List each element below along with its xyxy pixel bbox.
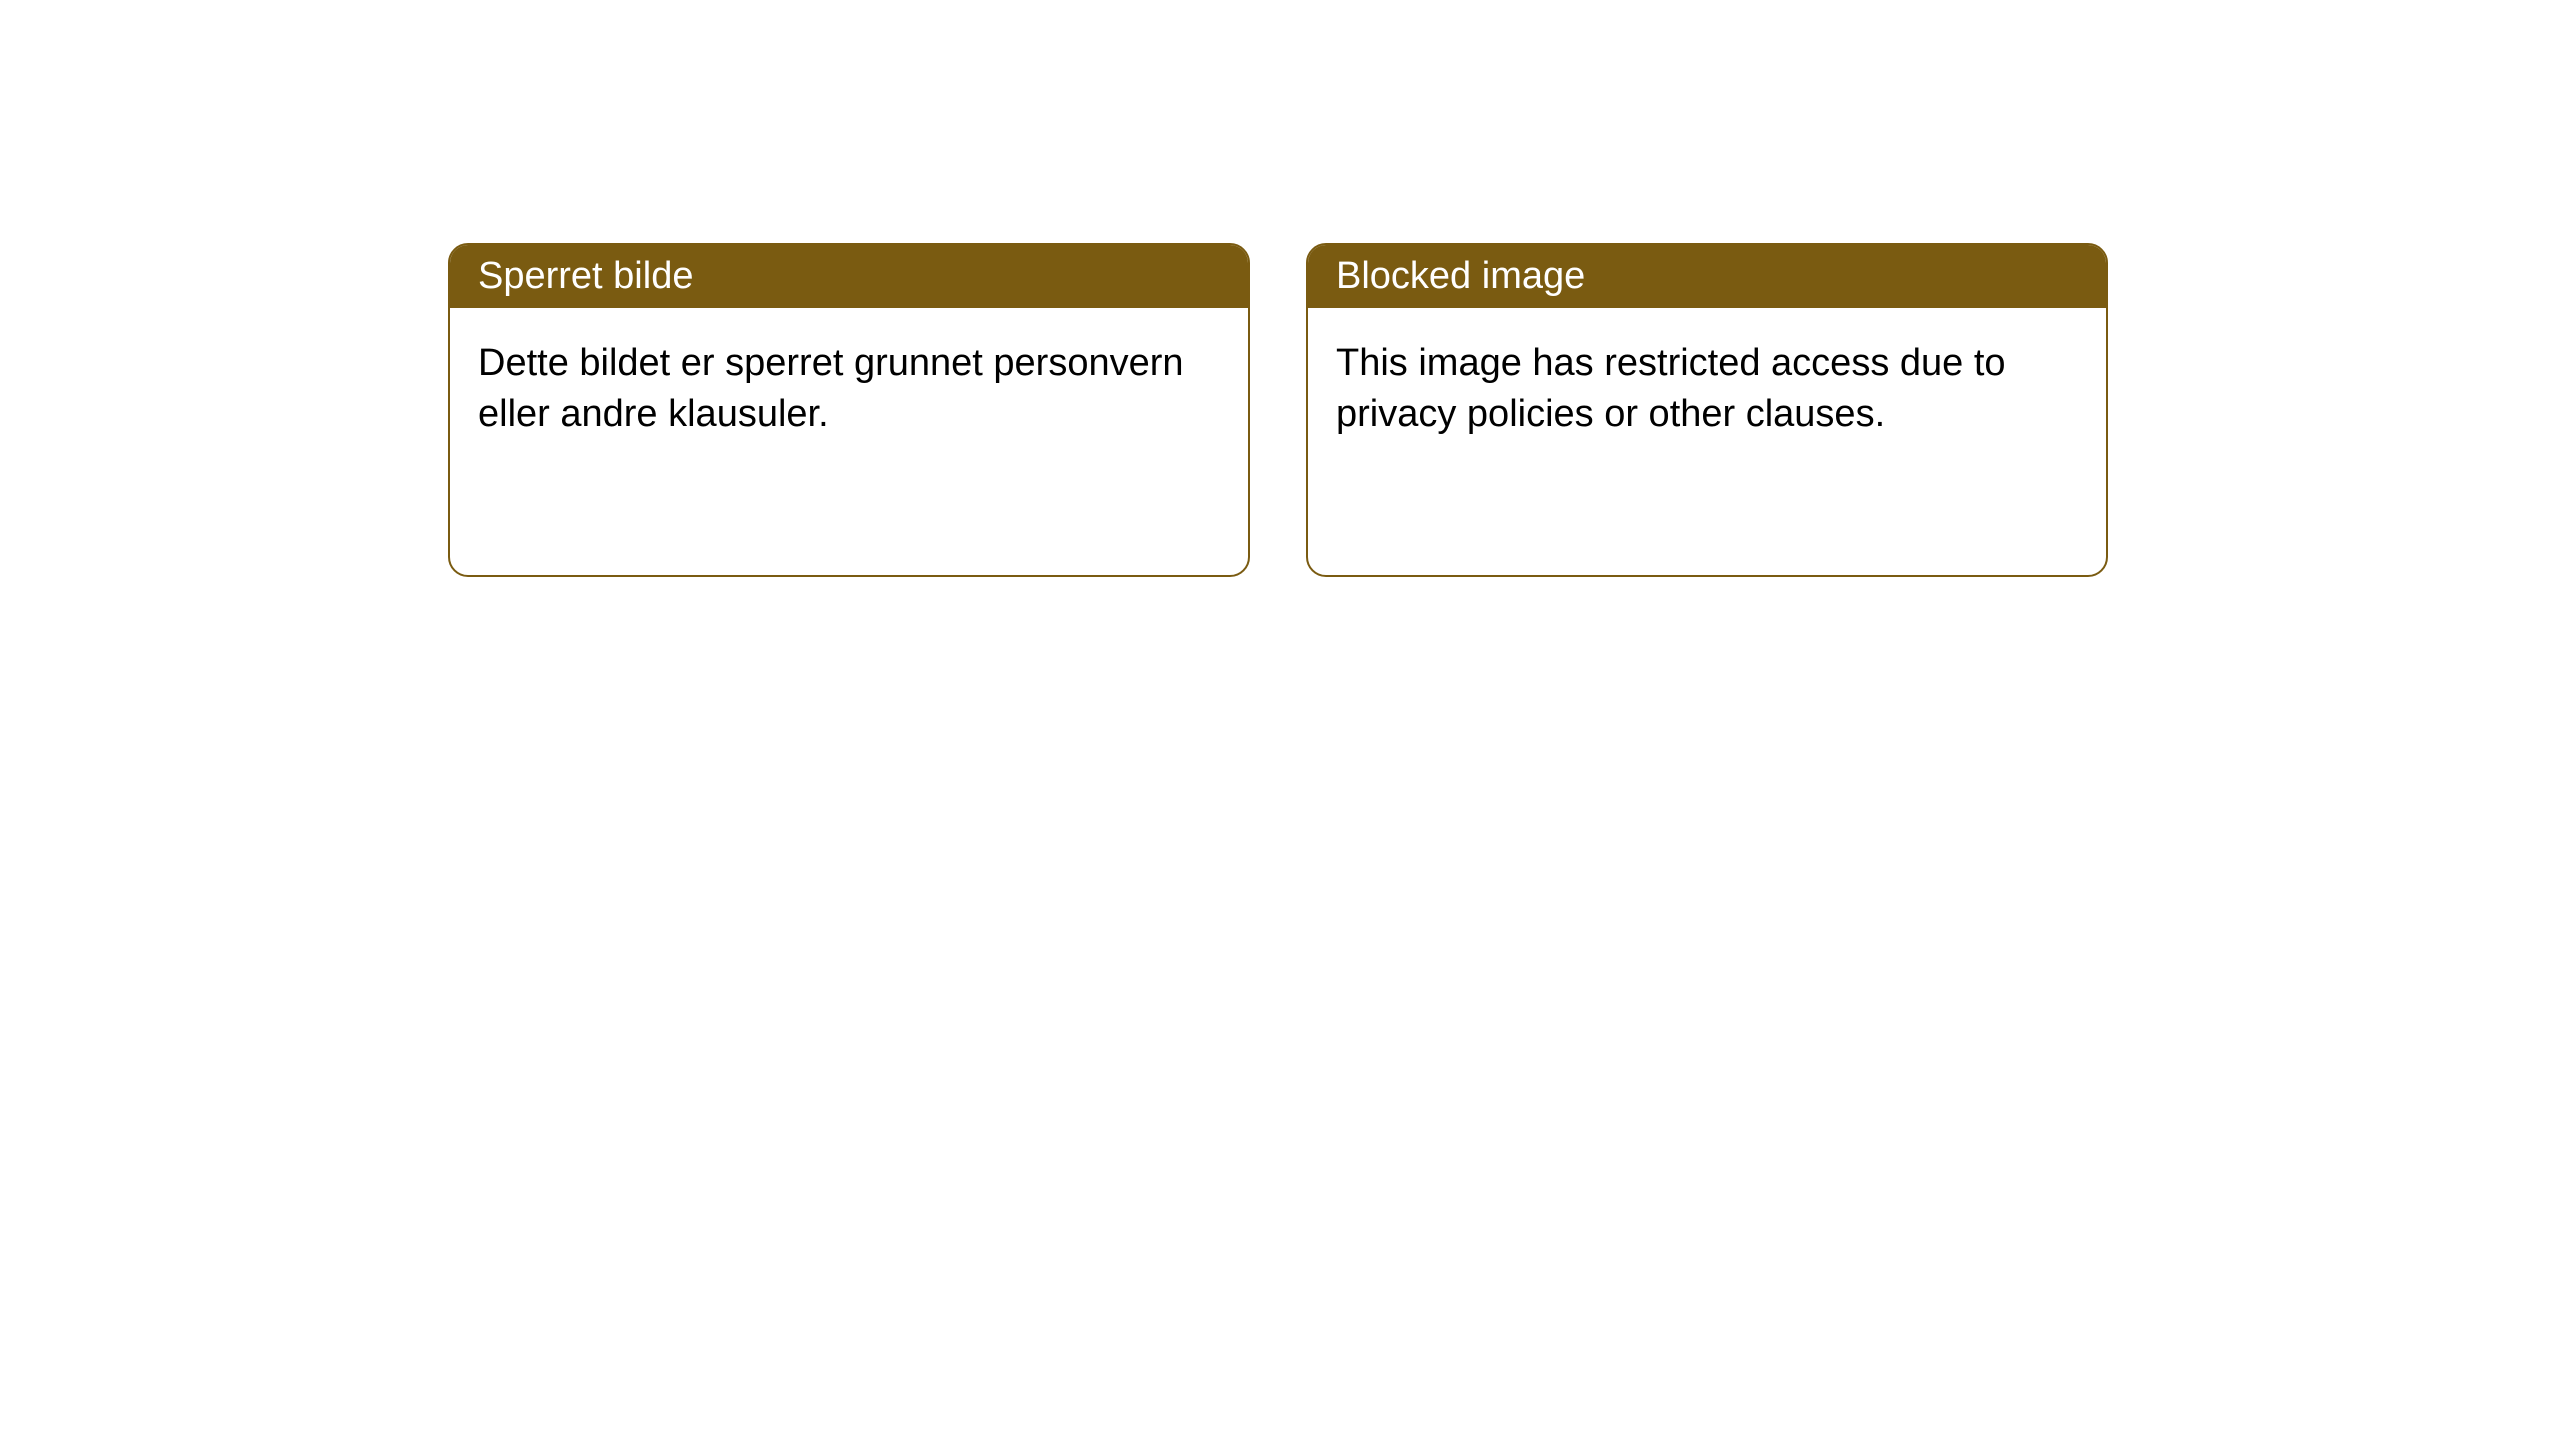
card-body-text: Dette bildet er sperret grunnet personve… (478, 342, 1184, 435)
card-body: Dette bildet er sperret grunnet personve… (450, 308, 1248, 471)
blocked-image-card-en: Blocked image This image has restricted … (1306, 243, 2108, 577)
card-title: Sperret bilde (478, 255, 693, 297)
card-body-text: This image has restricted access due to … (1336, 342, 2006, 435)
card-header: Sperret bilde (450, 245, 1248, 308)
blocked-image-card-no: Sperret bilde Dette bildet er sperret gr… (448, 243, 1250, 577)
cards-container: Sperret bilde Dette bildet er sperret gr… (0, 0, 2560, 577)
card-title: Blocked image (1336, 255, 1585, 297)
card-header: Blocked image (1308, 245, 2106, 308)
card-body: This image has restricted access due to … (1308, 308, 2106, 471)
